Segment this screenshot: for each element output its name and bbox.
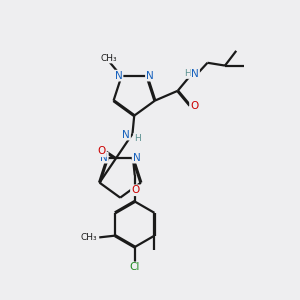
Text: O: O [131, 185, 139, 195]
Text: CH₃: CH₃ [101, 54, 118, 63]
Text: N: N [133, 153, 140, 163]
Text: H: H [134, 134, 141, 142]
Text: O: O [190, 100, 198, 110]
Text: N: N [115, 70, 122, 81]
Text: N: N [191, 69, 199, 79]
Text: CH₃: CH₃ [81, 233, 98, 242]
Text: N: N [122, 130, 130, 140]
Text: N: N [146, 70, 154, 81]
Text: H: H [184, 69, 190, 78]
Text: O: O [98, 146, 106, 156]
Text: Cl: Cl [130, 262, 140, 272]
Text: N: N [100, 153, 108, 163]
